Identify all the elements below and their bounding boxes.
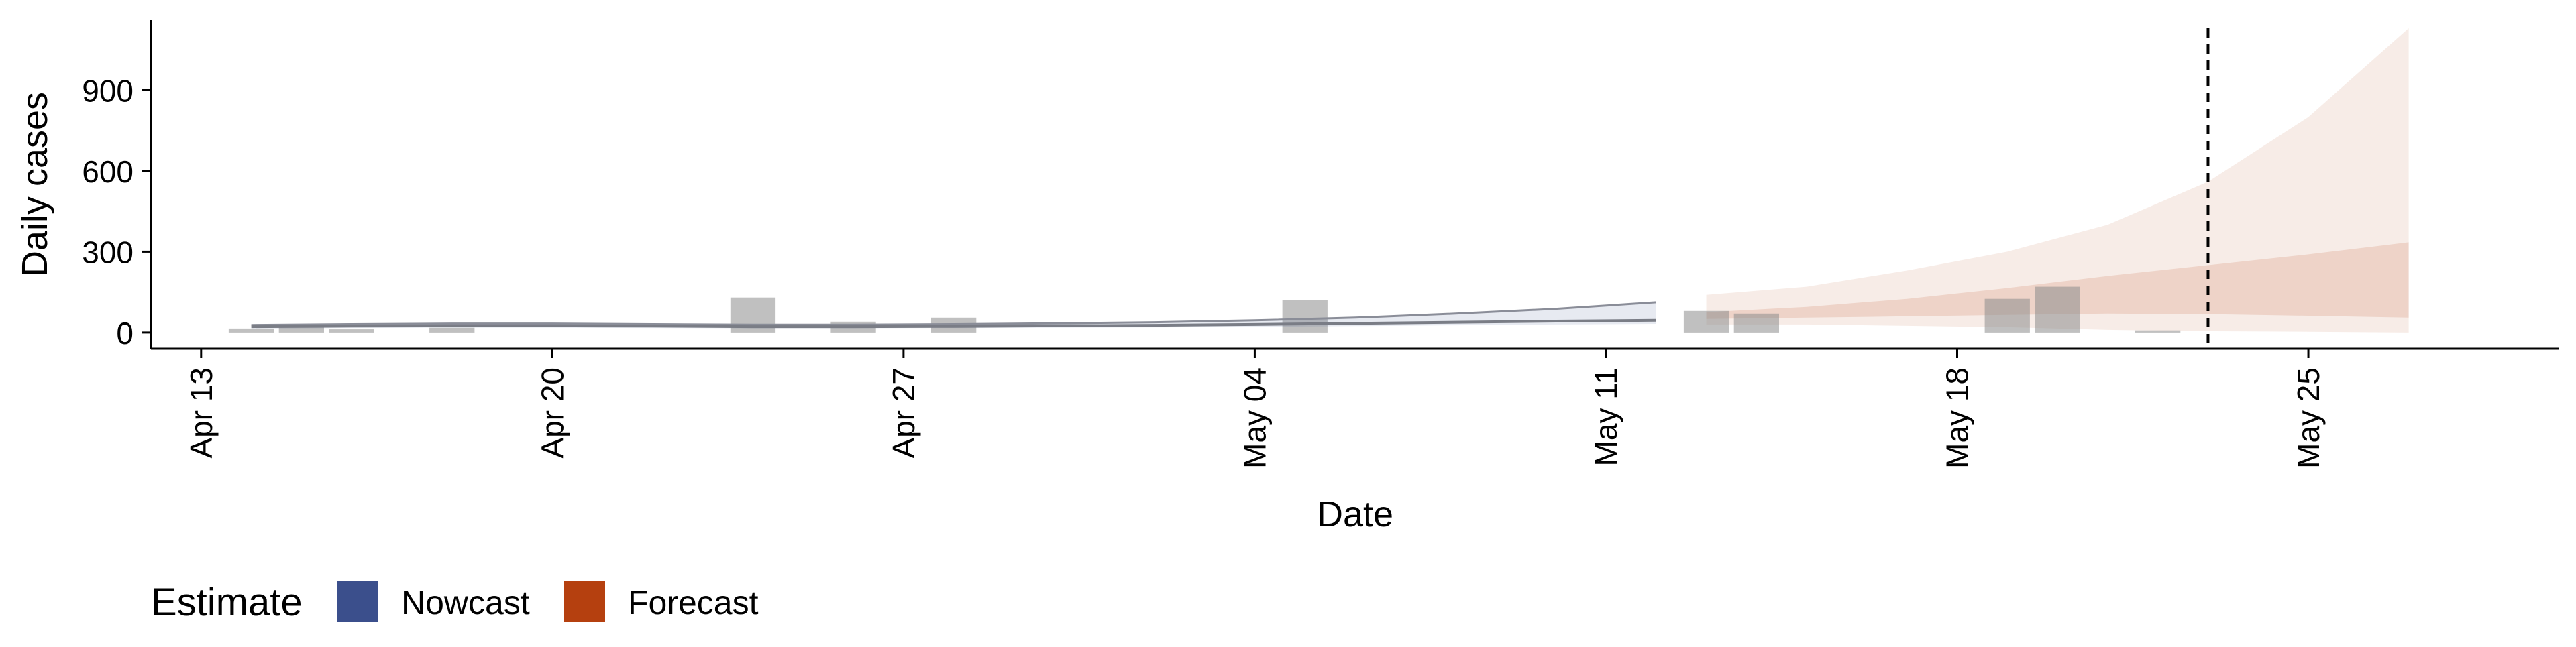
x-tick-label: Apr 20 (535, 367, 570, 459)
case-bar (1683, 310, 1729, 333)
case-bar (2035, 286, 2080, 333)
x-tick-label: May 18 (1940, 367, 1975, 469)
x-tick-label: Apr 13 (184, 367, 219, 459)
forecast-ribbon-outer (1706, 28, 2409, 333)
legend: Estimate Nowcast Forecast (151, 581, 759, 624)
case-bar (1733, 313, 1779, 333)
x-tick-label: May 11 (1589, 367, 1623, 466)
nowcast-median-line (251, 318, 1656, 329)
forecast-ribbons (1706, 28, 2409, 333)
legend-title: Estimate (151, 581, 303, 624)
nowcast-upper-line (251, 301, 1656, 327)
legend-label-nowcast: Nowcast (401, 584, 530, 622)
case-bar (228, 328, 274, 333)
y-axis-title: Daily cases (15, 92, 55, 277)
case-bar (1282, 300, 1328, 333)
x-tick-label: Apr 27 (886, 367, 921, 459)
nowcast-ribbon (251, 302, 1656, 329)
forecast-ribbon-inner (1706, 242, 2409, 319)
case-bar (329, 329, 374, 333)
case-bar (278, 327, 324, 333)
y-tick-label: 900 (82, 73, 133, 108)
x-axis-title: Date (1317, 494, 1393, 534)
y-tick-label: 300 (82, 235, 133, 270)
legend-key-nowcast (337, 581, 378, 622)
legend-key-forecast (564, 581, 605, 622)
case-bar (429, 327, 475, 333)
axes: 0 300 600 900 Apr 13 Apr 20 Apr 27 May 04 May 11… (82, 20, 2559, 469)
case-bar (1984, 298, 2030, 333)
y-tick-label: 0 (116, 316, 133, 351)
x-tick-label: May 25 (2291, 367, 2326, 469)
x-tick-label: May 04 (1237, 367, 1272, 469)
legend-label-forecast: Forecast (628, 584, 759, 622)
nowcast-ribbons (251, 301, 1656, 329)
case-bar (2135, 330, 2181, 333)
y-tick-label: 600 (82, 154, 133, 189)
